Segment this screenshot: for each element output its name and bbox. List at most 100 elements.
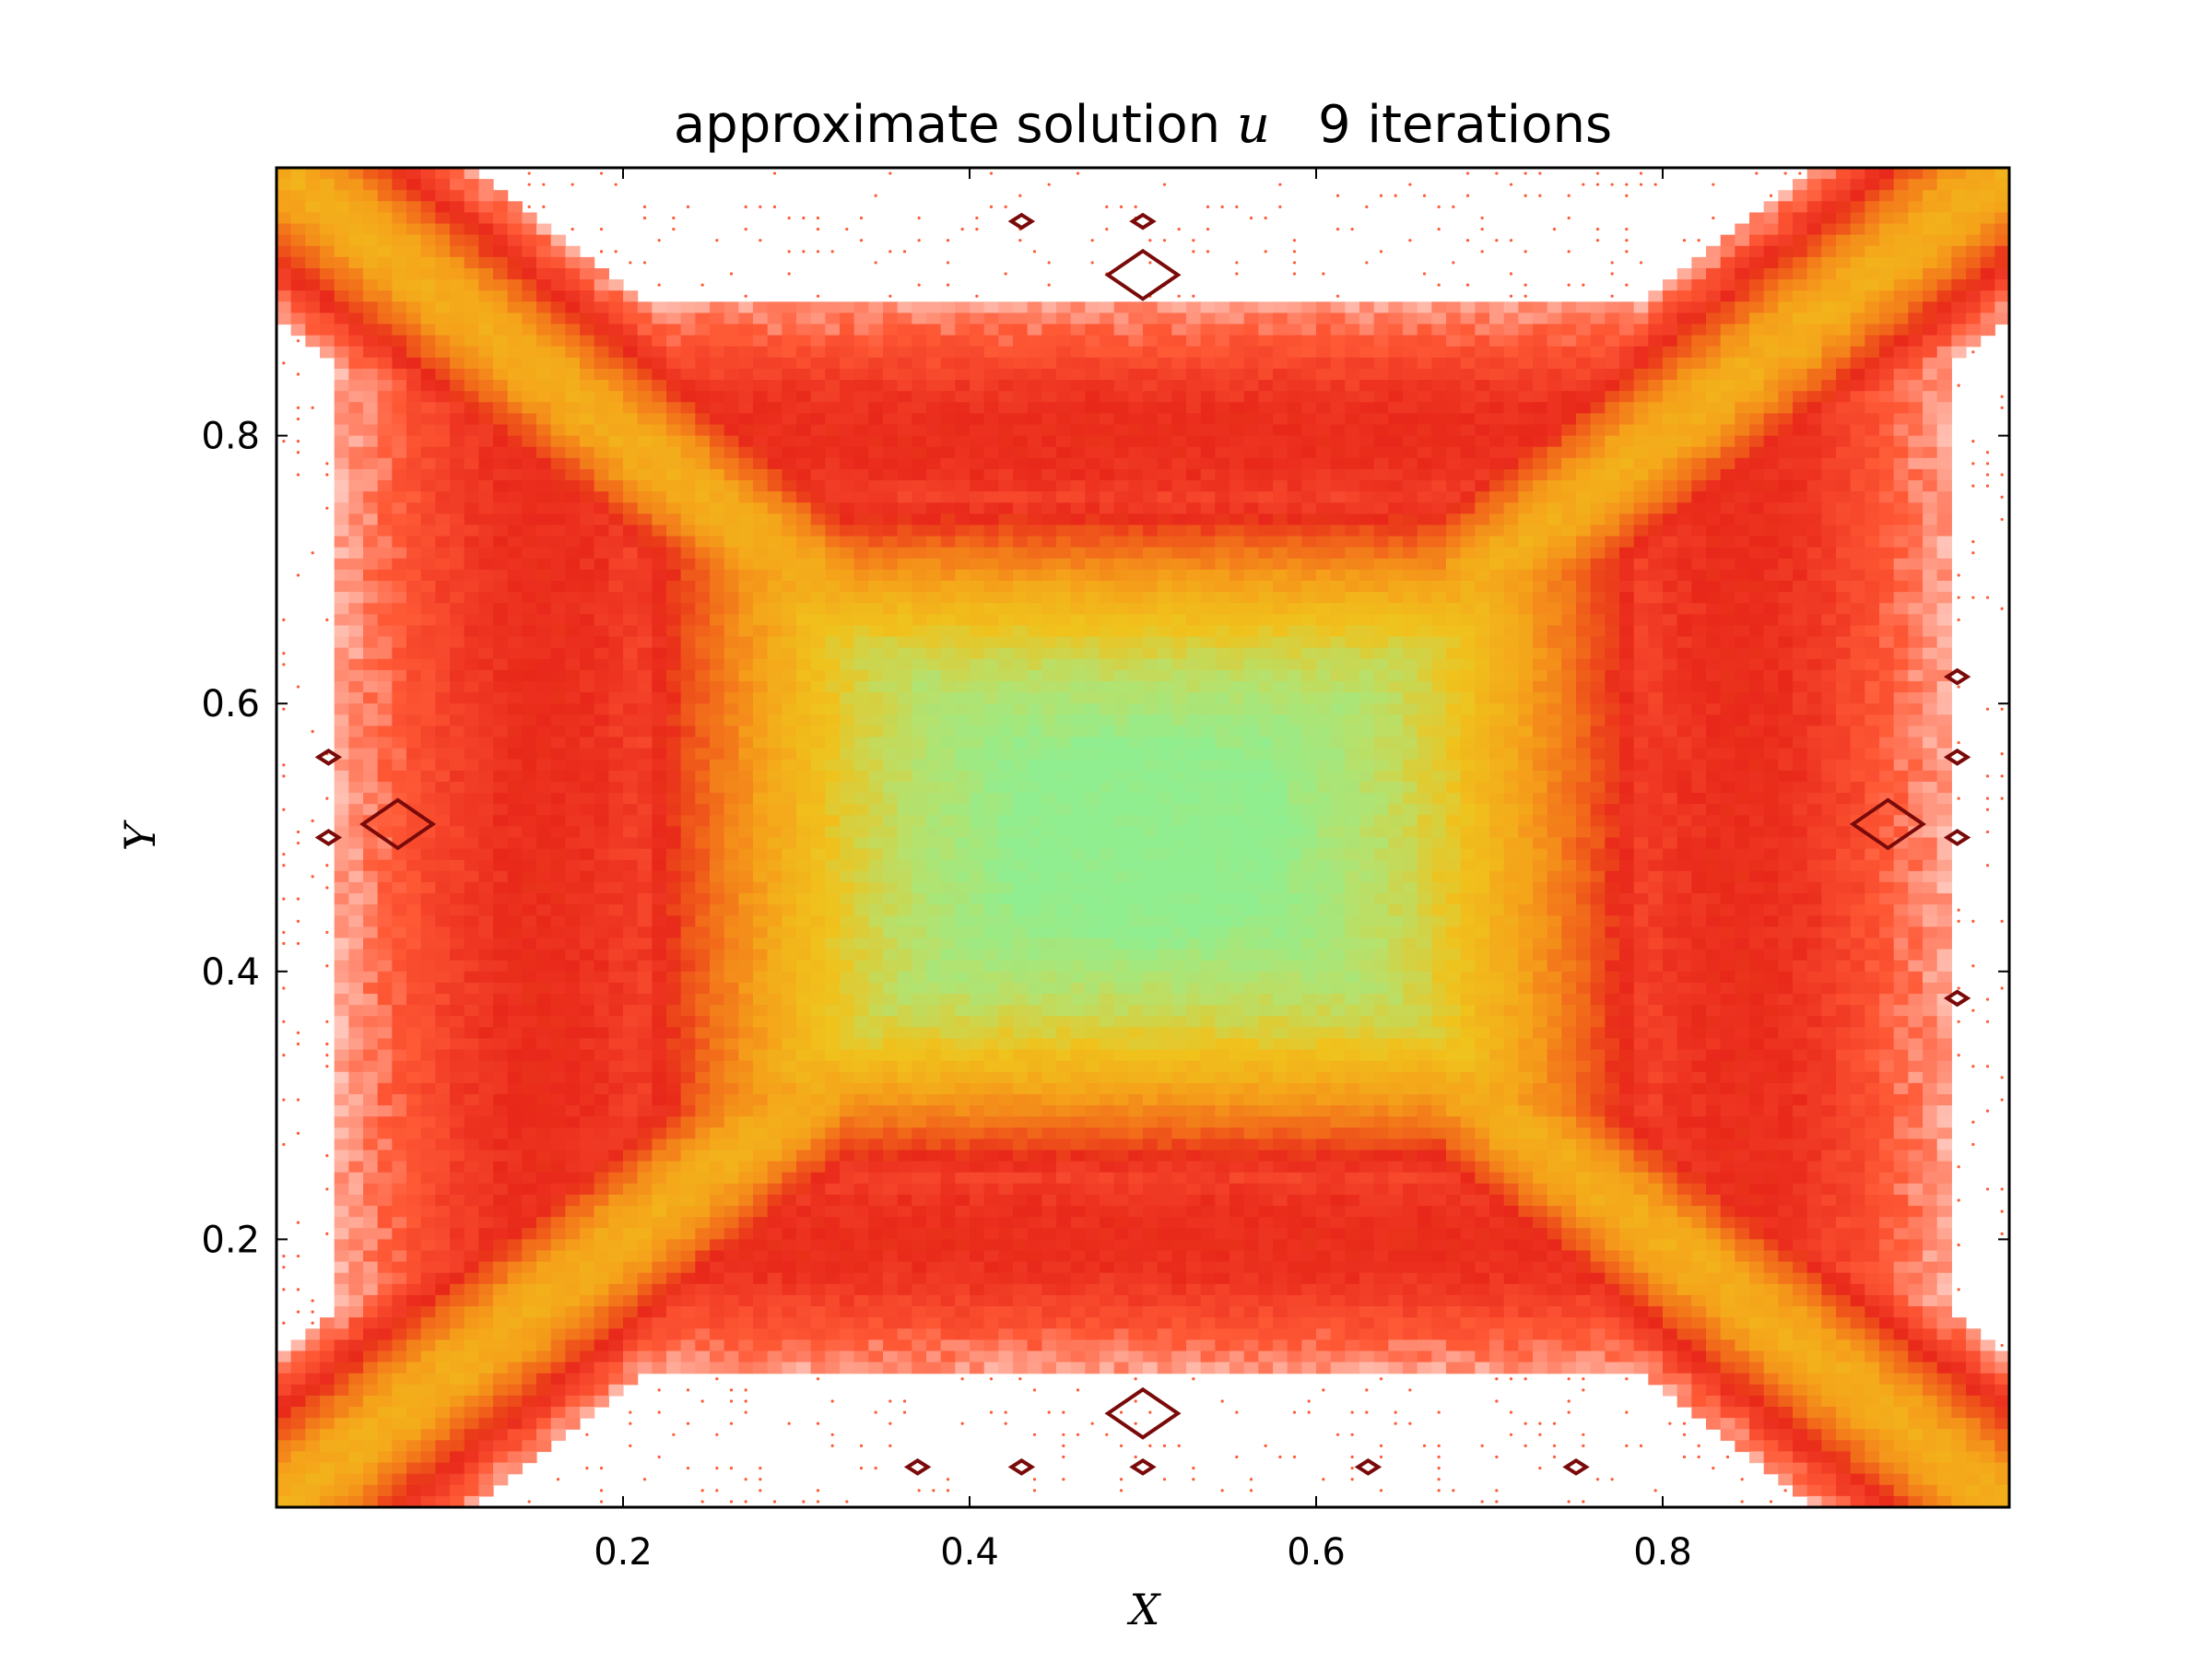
field-cell xyxy=(507,658,523,671)
field-cell xyxy=(710,614,725,627)
field-cell xyxy=(695,614,711,627)
field-cell xyxy=(1388,346,1404,359)
field-cell xyxy=(1806,190,1822,202)
field-cell xyxy=(868,301,884,314)
field-cell xyxy=(767,658,782,671)
field-cell xyxy=(1503,391,1519,403)
field-cell xyxy=(970,636,985,649)
field-cell xyxy=(955,468,971,481)
field-cell xyxy=(493,468,509,481)
field-cell xyxy=(478,669,494,682)
field-cell xyxy=(840,491,855,503)
field-speckle xyxy=(816,250,820,254)
field-cell xyxy=(276,313,292,325)
field-cell xyxy=(1258,380,1274,392)
field-cell xyxy=(1893,212,1909,225)
field-cell xyxy=(753,402,769,414)
field-cell xyxy=(1056,603,1072,615)
field-cell xyxy=(782,636,797,649)
field-cell xyxy=(1806,179,1822,191)
field-cell xyxy=(392,245,407,258)
field-cell xyxy=(1966,245,1982,258)
field-cell xyxy=(1186,357,1202,370)
field-cell xyxy=(320,223,335,236)
field-cell xyxy=(1373,614,1389,627)
field-cell xyxy=(998,658,1014,671)
field-cell xyxy=(1966,212,1982,225)
field-cell xyxy=(1533,468,1548,481)
field-cell xyxy=(883,480,899,492)
field-cell xyxy=(550,569,566,582)
field-cell xyxy=(1850,301,1865,314)
field-cell xyxy=(406,614,422,627)
field-cell xyxy=(1677,625,1692,638)
field-cell xyxy=(1186,625,1202,638)
field-cell xyxy=(1273,647,1288,660)
field-cell xyxy=(1923,245,1938,258)
field-cell xyxy=(363,179,379,191)
field-cell xyxy=(1200,313,1216,325)
field-cell xyxy=(666,301,682,314)
field-cell xyxy=(1475,592,1490,604)
field-cell xyxy=(1215,658,1230,671)
field-cell xyxy=(377,625,393,638)
field-cell xyxy=(883,324,899,336)
field-cell xyxy=(1157,324,1172,336)
field-speckle xyxy=(1480,216,1484,220)
field-cell xyxy=(1720,525,1735,537)
field-cell xyxy=(493,480,509,492)
field-cell xyxy=(478,324,494,336)
field-cell xyxy=(1403,513,1418,526)
field-cell xyxy=(1186,402,1202,414)
field-cell xyxy=(1806,625,1822,638)
field-cell xyxy=(1143,491,1159,503)
field-cell xyxy=(1345,647,1360,660)
field-speckle xyxy=(975,227,979,231)
field-cell xyxy=(406,536,422,548)
field-cell xyxy=(1879,256,1895,269)
field-cell xyxy=(1070,647,1086,660)
field-cell xyxy=(983,581,999,593)
field-cell xyxy=(912,525,927,537)
field-cell xyxy=(1533,581,1548,593)
field-cell xyxy=(1865,647,1880,660)
field-cell xyxy=(1994,256,2009,269)
field-cell xyxy=(1013,547,1029,560)
field-cell xyxy=(1749,256,1765,269)
field-cell xyxy=(1258,457,1274,470)
field-cell xyxy=(1518,301,1534,314)
field-cell xyxy=(1373,647,1389,660)
field-cell xyxy=(1691,480,1707,492)
field-cell xyxy=(1735,267,1750,280)
field-cell xyxy=(580,267,595,280)
field-cell xyxy=(1806,614,1822,627)
field-cell xyxy=(666,480,682,492)
field-cell xyxy=(1778,647,1794,660)
field-cell xyxy=(680,424,696,437)
field-cell xyxy=(1215,424,1230,437)
field-cell xyxy=(1821,391,1837,403)
field-cell xyxy=(1085,536,1100,548)
field-cell xyxy=(406,391,422,403)
field-cell xyxy=(363,603,379,615)
field-cell xyxy=(1518,692,1534,704)
field-cell xyxy=(594,513,609,526)
field-cell xyxy=(580,313,595,325)
field-cell xyxy=(955,357,971,370)
field-cell xyxy=(940,513,956,526)
field-cell xyxy=(377,525,393,537)
field-cell xyxy=(1301,313,1317,325)
field-cell xyxy=(1605,357,1620,370)
field-cell xyxy=(435,168,451,180)
field-cell xyxy=(1648,569,1664,582)
field-cell xyxy=(435,212,451,225)
field-cell xyxy=(1041,536,1057,548)
field-cell xyxy=(1994,313,2009,325)
field-cell xyxy=(840,391,855,403)
field-cell xyxy=(1330,525,1346,537)
field-cell xyxy=(1388,703,1404,715)
field-cell xyxy=(1186,335,1202,348)
field-speckle xyxy=(787,272,791,276)
field-cell xyxy=(1908,569,1924,582)
field-cell xyxy=(392,201,407,214)
